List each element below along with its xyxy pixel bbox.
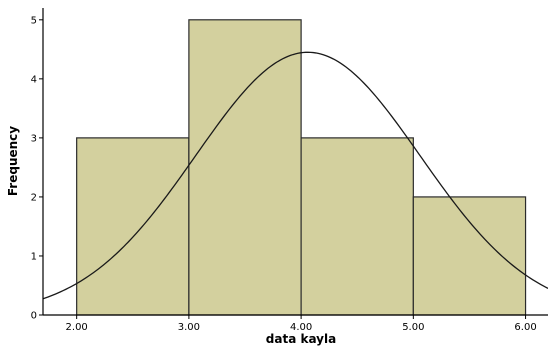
tick-labels: 0 1 2 3 4 5 2.00 3.00 4.00 5.00 6.00 <box>31 15 537 333</box>
y-tick-label-1: 1 <box>31 251 37 262</box>
normal-curve-layer <box>43 51 548 300</box>
x-tick-label-0: 2.00 <box>66 322 88 333</box>
x-tick-label-2: 4.00 <box>290 322 312 333</box>
x-tick-label-3: 5.00 <box>402 322 424 333</box>
y-tick-label-4: 4 <box>31 74 37 85</box>
histogram-bar-2 <box>188 19 302 316</box>
normal-curve <box>43 51 548 300</box>
y-tick-label-3: 3 <box>31 133 37 144</box>
y-axis-title: Frequency <box>6 126 20 196</box>
x-axis-title: data kayla <box>266 332 336 346</box>
bars <box>76 19 527 316</box>
histogram-bar-4 <box>412 196 527 316</box>
x-tick-label-1: 3.00 <box>178 322 200 333</box>
histogram-bar-1 <box>76 137 190 316</box>
y-tick-label-5: 5 <box>31 15 37 26</box>
axes <box>39 8 548 319</box>
y-tick-label-0: 0 <box>31 311 37 322</box>
histogram-bar-3 <box>300 137 414 316</box>
x-tick-label-4: 6.00 <box>514 322 536 333</box>
y-tick-label-2: 2 <box>31 192 37 203</box>
